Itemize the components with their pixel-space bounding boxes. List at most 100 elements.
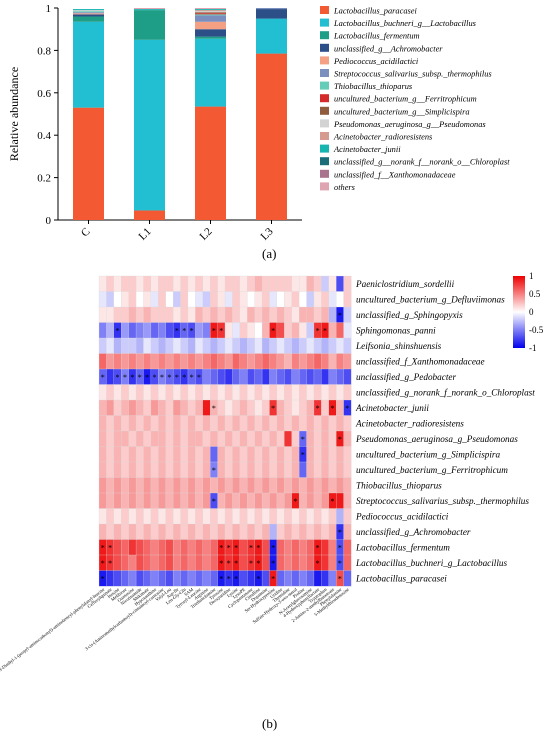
heatmap-cell <box>261 570 270 587</box>
heatmap-cell <box>217 492 226 509</box>
heatmap-cell <box>150 554 159 571</box>
heatmap-cell <box>165 322 174 339</box>
heatmap-cell <box>202 570 211 587</box>
heatmap-row-label: Lactobacillus_paracasei <box>355 573 447 583</box>
heatmap-cell <box>165 353 174 370</box>
heatmap-cell <box>210 523 219 540</box>
significance-mark: * <box>249 559 253 568</box>
heatmap-cell <box>239 306 248 323</box>
heatmap-cell <box>224 399 233 416</box>
heatmap-cell <box>217 461 226 478</box>
heatmap-cell <box>135 322 144 339</box>
heatmap-cell <box>217 384 226 401</box>
heatmap-cell <box>195 337 204 354</box>
heatmap-cell <box>306 570 315 587</box>
heatmap-cell <box>239 275 248 292</box>
heatmap-cell <box>232 306 241 323</box>
heatmap-row-label: unclassified_g_Sphingopyxis <box>356 310 463 320</box>
legend-entry: Thiobacillus_thioparus <box>334 82 412 91</box>
heatmap-cell <box>195 275 204 292</box>
heatmap-cell <box>217 353 226 370</box>
heatmap-cell <box>187 461 196 478</box>
heatmap-cell <box>269 275 278 292</box>
heatmap-cell <box>143 523 152 540</box>
heatmap-cell <box>135 353 144 370</box>
legend-swatch <box>320 31 329 40</box>
heatmap-column-label: N,N-Diethyl-1-(propyl-aminocarbonyl)-ami… <box>0 587 106 677</box>
heatmap-cell <box>276 554 285 571</box>
heatmap-cell <box>217 306 226 323</box>
heatmap-cell <box>336 461 345 478</box>
heatmap-cell <box>113 275 122 292</box>
heatmap-cell <box>113 570 122 587</box>
heatmap-cell <box>202 275 211 292</box>
heatmap-cell <box>336 477 345 494</box>
legend-entry: Acinetobacter_junii <box>333 145 401 154</box>
heatmap-cell <box>284 384 293 401</box>
heatmap-cell <box>343 291 352 308</box>
heatmap-cell <box>202 430 211 447</box>
heatmap-cell <box>121 539 130 556</box>
heatmap-cell <box>150 477 159 494</box>
heatmap-cell <box>254 492 263 509</box>
heatmap-cell <box>121 353 130 370</box>
heatmap-cell <box>247 275 256 292</box>
heatmap-row-label: Lactobacillus_buchneri_g_Lactobacillus <box>355 558 507 568</box>
heatmap-cell <box>202 337 211 354</box>
heatmap-cell <box>291 415 300 432</box>
heatmap-cell <box>217 337 226 354</box>
legend-swatch <box>320 144 329 153</box>
heatmap-cell <box>195 523 204 540</box>
heatmap-cell <box>143 291 152 308</box>
heatmap-cell <box>172 306 181 323</box>
heatmap-cell <box>247 337 256 354</box>
heatmap-cell <box>224 446 233 463</box>
significance-mark: * <box>227 543 231 552</box>
heatmap-cell <box>180 415 189 432</box>
heatmap-cell <box>239 446 248 463</box>
heatmap-cell <box>202 384 211 401</box>
heatmap-cell <box>343 570 352 587</box>
heatmap-cell <box>172 523 181 540</box>
heatmap-cell <box>106 461 115 478</box>
y-tick-label: 0 <box>46 215 52 227</box>
bar-segment <box>256 53 287 220</box>
heatmap-cell <box>284 523 293 540</box>
heatmap-cell <box>276 384 285 401</box>
heatmap-cell <box>187 384 196 401</box>
heatmap-cell <box>210 337 219 354</box>
heatmap-cell <box>254 415 263 432</box>
heatmap-cell <box>306 353 315 370</box>
heatmap-row-label: Acinetobacter_radioresistens <box>355 418 464 428</box>
heatmap-cell <box>284 415 293 432</box>
heatmap-cell <box>284 446 293 463</box>
heatmap-cell <box>121 430 130 447</box>
bar-segment <box>195 11 226 13</box>
heatmap-cell <box>128 337 137 354</box>
heatmap-cell <box>187 291 196 308</box>
heatmap-cell <box>313 570 322 587</box>
heatmap-cell <box>291 539 300 556</box>
significance-mark: * <box>234 574 238 583</box>
heatmap-cell <box>298 291 307 308</box>
heatmap-cell <box>343 275 352 292</box>
stacked-bar-chart: 0 0.2 0.4 0.6 0.8 1 Relative abundance C L1 L2 L3 L… <box>7 3 510 243</box>
heatmap-cell <box>306 554 315 571</box>
heatmap-cell <box>217 446 226 463</box>
heatmap-cell <box>165 477 174 494</box>
heatmap-cell <box>306 337 315 354</box>
heatmap-cell <box>306 508 315 525</box>
heatmap-cell <box>158 322 167 339</box>
heatmap-cell <box>202 539 211 556</box>
heatmap-column-label: SAM <box>183 587 194 597</box>
heatmap-cell <box>121 492 130 509</box>
bar-segment <box>195 21 226 30</box>
heatmap-cell <box>224 461 233 478</box>
heatmap-cell <box>98 523 107 540</box>
heatmap-cell <box>261 492 270 509</box>
heatmap-cell <box>172 399 181 416</box>
heatmap-cell <box>232 461 241 478</box>
heatmap-cell <box>298 275 307 292</box>
heatmap-cell <box>328 461 337 478</box>
heatmap-cell <box>135 523 144 540</box>
